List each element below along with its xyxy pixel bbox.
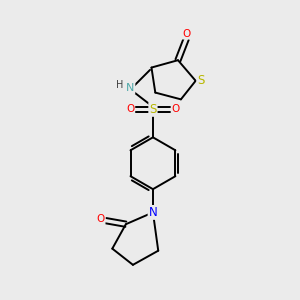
Text: N: N <box>126 83 134 93</box>
Text: O: O <box>172 104 180 114</box>
Text: S: S <box>149 103 157 116</box>
Text: O: O <box>96 214 105 224</box>
Text: O: O <box>126 104 134 114</box>
Text: S: S <box>197 74 205 87</box>
Text: H: H <box>116 80 123 90</box>
Text: O: O <box>183 29 191 39</box>
Text: N: N <box>148 206 157 219</box>
